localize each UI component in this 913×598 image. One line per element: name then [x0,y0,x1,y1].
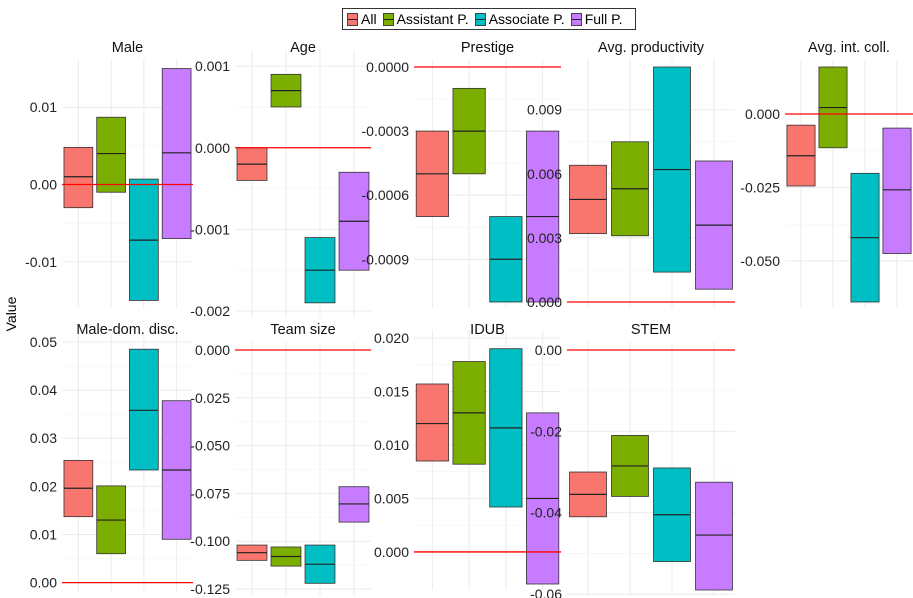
y-tick-label: -0.050 [190,438,230,454]
facet-title: Team size [270,322,335,338]
y-tick-label: 0.00 [30,575,57,591]
y-tick-label: 0.020 [374,330,409,346]
y-tick-label: -0.001 [190,221,230,237]
legend: All Assistant P. Associate P. Full P. [342,8,636,30]
y-tick-label: -0.04 [530,505,562,521]
data-box [63,146,94,209]
y-tick-label: 0.05 [30,334,57,350]
legend-item: Assistant P. [382,11,469,27]
y-tick-label: 0.0000 [366,59,409,75]
y-tick-label: 0.000 [745,106,780,122]
data-box [161,68,192,240]
y-tick-label: 0.010 [374,437,409,453]
legend-label: Assistant P. [396,11,469,27]
legend-label: All [361,11,377,27]
y-tick-label: 0.01 [30,99,57,115]
data-box [882,127,912,254]
data-box [415,383,449,462]
y-tick-label: -0.100 [190,533,230,549]
y-tick-label: 0.000 [374,544,409,560]
y-tick-label: -0.002 [190,303,230,319]
y-tick-label: 0.000 [195,140,230,156]
y-tick-label: -0.02 [530,423,562,439]
facet-title: Prestige [461,40,514,56]
y-tick-label: 0.003 [527,230,562,246]
facet-title: STEM [631,322,671,338]
facet-title: Age [290,40,316,56]
data-box [96,116,126,193]
facet-title: Avg. productivity [598,40,705,56]
y-tick-label: 0.015 [374,383,409,399]
legend-item: All [347,11,377,27]
y-tick-label: -0.06 [530,586,562,598]
facet-title: Male [112,40,143,56]
legend-item: Full P. [570,11,623,27]
data-box [129,348,159,471]
legend-label: Associate P. [488,11,565,27]
legend-swatch [474,12,486,26]
legend-swatch [347,12,358,26]
y-tick-label: 0.006 [527,166,562,182]
legend-swatch [570,12,582,26]
legend-item: Associate P. [474,11,565,27]
legend-swatch [382,12,394,26]
y-tick-label: -0.0009 [362,251,410,267]
y-tick-label: -0.075 [190,485,230,501]
y-tick-label: -0.125 [190,581,230,597]
legend-label: Full P. [584,11,623,27]
y-tick-label: 0.01 [30,526,57,542]
y-tick-label: 0.00 [535,342,562,358]
y-tick-label: 0.04 [30,382,57,398]
y-tick-label: 0.005 [374,490,409,506]
y-tick-label: -0.025 [190,390,230,406]
y-tick-label: -0.01 [25,254,57,270]
y-tick-label: 0.00 [30,177,57,193]
y-tick-label: 0.009 [527,102,562,118]
data-box [695,481,733,591]
y-tick-label: -0.0003 [362,123,410,139]
facet-title: IDUB [470,322,505,338]
y-tick-label: 0.03 [30,430,57,446]
facet-title: Avg. int. coll. [808,40,890,56]
y-tick-label: 0.000 [195,342,230,358]
y-tick-label: -0.0006 [362,187,410,203]
y-tick-label: 0.000 [527,294,562,310]
y-tick-label: -0.025 [740,179,780,195]
y-tick-label: 0.02 [30,478,57,494]
y-tick-label: 0.001 [195,58,230,74]
y-tick-label: -0.050 [740,253,780,269]
facet-title: Male-dom. disc. [76,322,178,338]
